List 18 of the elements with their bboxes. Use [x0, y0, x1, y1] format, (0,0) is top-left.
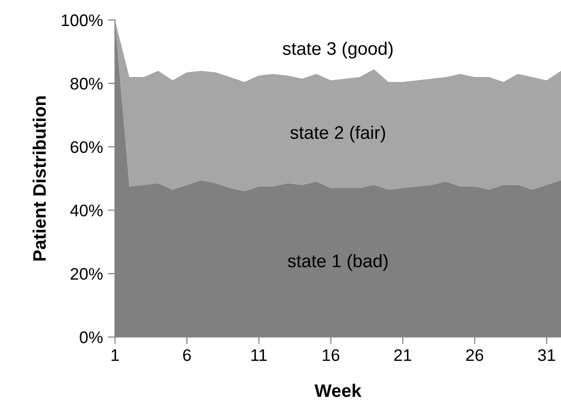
series-label: state 3 (good): [282, 42, 393, 59]
x-tick-label: 31: [538, 349, 556, 362]
x-tick-label: 11: [251, 349, 267, 361]
x-tick-label: 21: [394, 349, 412, 361]
y-tick-label: 20%: [70, 268, 103, 280]
series-label: state 1 (bad): [288, 254, 388, 271]
x-tick-label: 26: [466, 349, 484, 362]
x-tick-label: 16: [322, 349, 340, 362]
x-axis-title: Week: [314, 384, 362, 398]
y-tick-label: 40%: [70, 204, 103, 216]
x-tick-label: 1: [112, 349, 119, 361]
y-tick-label: 80%: [70, 78, 103, 90]
x-tick-label: 6: [183, 349, 191, 362]
series-label: state 2 (fair): [290, 126, 386, 143]
y-tick-label: 60%: [70, 141, 103, 154]
y-axis-title: Patient Distribution: [32, 96, 46, 261]
y-tick-label: 0%: [80, 331, 103, 344]
y-tick-label: 100%: [62, 14, 103, 26]
